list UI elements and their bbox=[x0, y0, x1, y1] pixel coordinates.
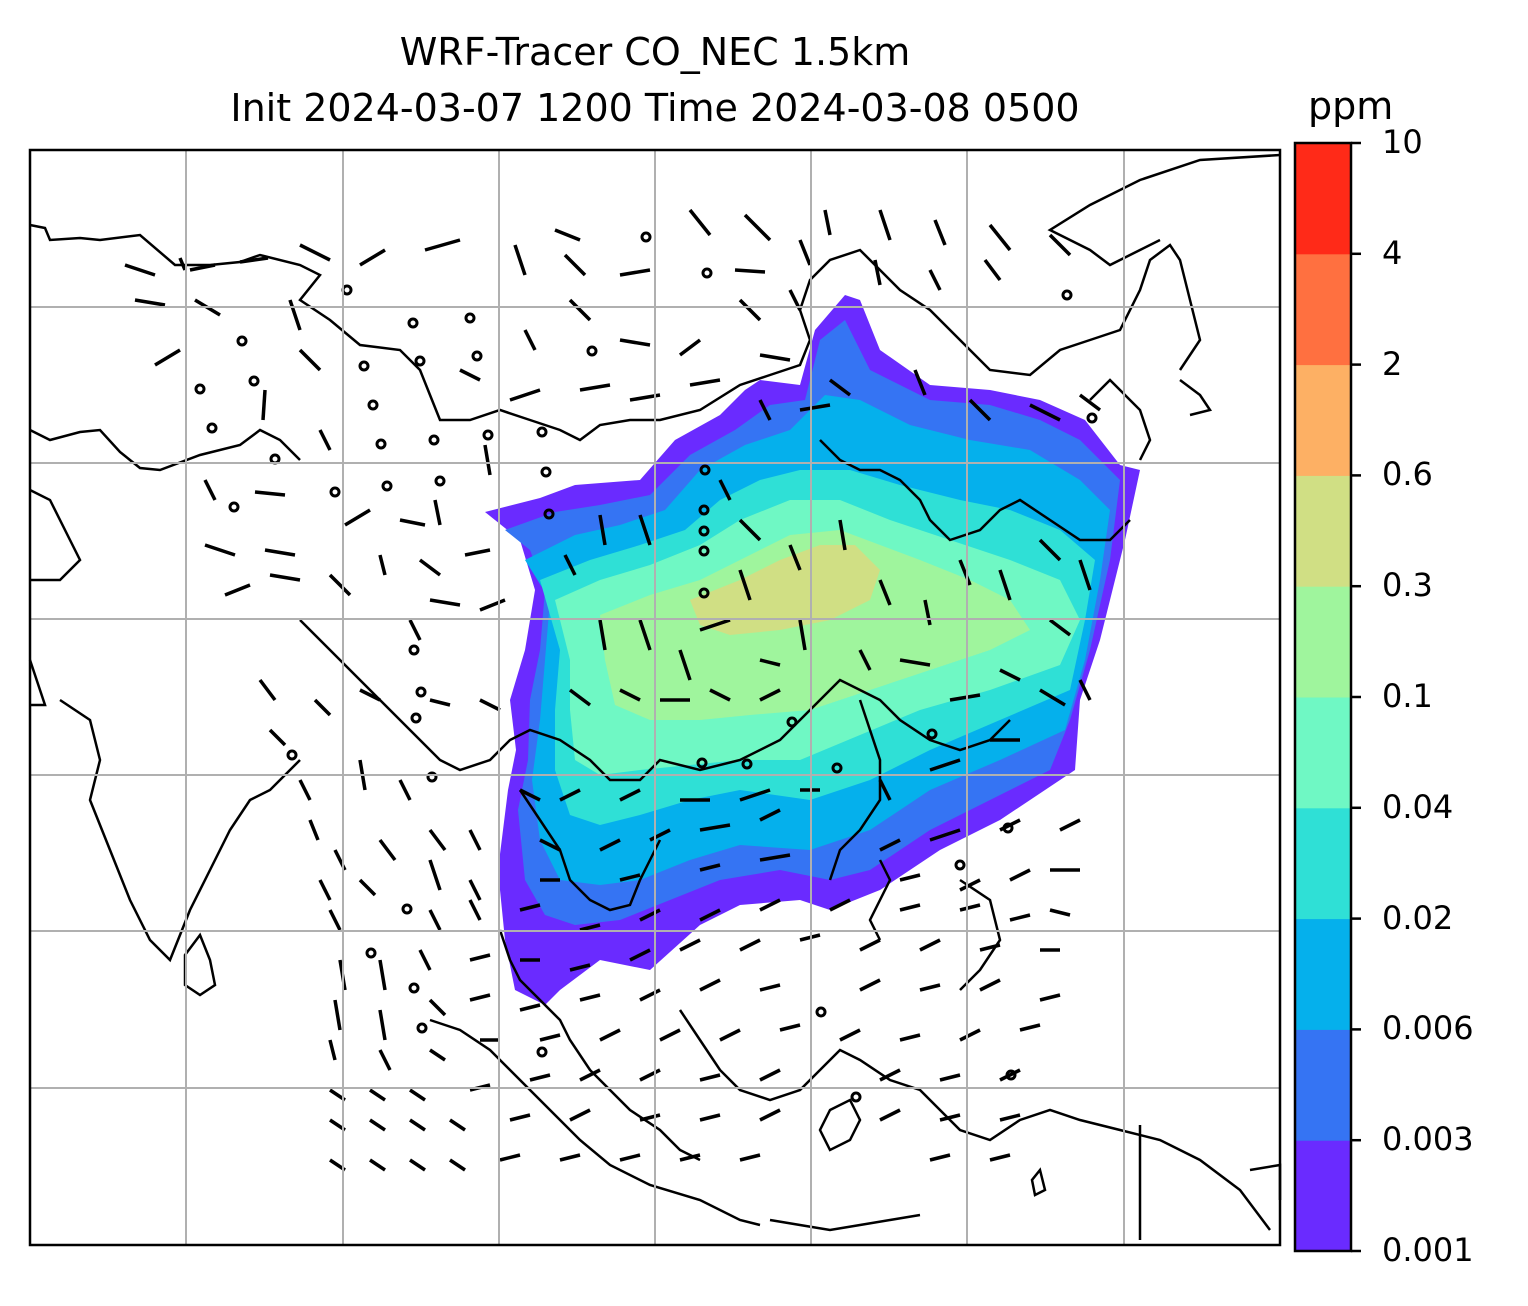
colorbar-band bbox=[1295, 807, 1351, 920]
colorbar-band bbox=[1295, 143, 1351, 255]
colorbar-band bbox=[1295, 697, 1351, 809]
colorbar-tick-label: 10 bbox=[1382, 123, 1423, 161]
colorbar-tick-label: 0.003 bbox=[1382, 1120, 1474, 1159]
colorbar-tick-label: 0.04 bbox=[1382, 787, 1454, 826]
wind-barbs bbox=[124, 208, 1102, 1172]
map-frame bbox=[28, 148, 1282, 1247]
gridlines bbox=[30, 150, 1280, 1245]
coastlines bbox=[28, 153, 1282, 1240]
map-title: WRF-Tracer CO_NEC 1.5km bbox=[399, 30, 911, 74]
colorbar-band bbox=[1295, 253, 1351, 366]
colorbar-band bbox=[1295, 1140, 1351, 1252]
colorbar-tick-label: 0.02 bbox=[1382, 898, 1454, 937]
colorbar-tick-label: 0.1 bbox=[1382, 677, 1433, 715]
colorbar-tick-label: 2 bbox=[1382, 344, 1403, 383]
colorbar-band bbox=[1295, 475, 1351, 587]
colorbar-band bbox=[1295, 586, 1351, 698]
colorbar-tick-label: 0.001 bbox=[1382, 1231, 1474, 1269]
colorbar-band bbox=[1295, 364, 1351, 476]
colorbar-band bbox=[1295, 1029, 1351, 1141]
colorbar-tick-label: 0.006 bbox=[1382, 1009, 1474, 1048]
colorbar-tick-label: 0.6 bbox=[1382, 455, 1433, 494]
colorbar-unit: ppm bbox=[1308, 84, 1394, 128]
colorbar-ticks bbox=[1351, 141, 1361, 1253]
colorbar-tick-label: 0.3 bbox=[1382, 566, 1433, 605]
colorbar-band bbox=[1295, 918, 1351, 1030]
map-subtitle: Init 2024-03-07 1200 Time 2024-03-08 050… bbox=[230, 86, 1080, 130]
tracer-concentration-field bbox=[485, 295, 1140, 1005]
calm-wind-markers bbox=[194, 231, 1098, 1103]
colorbar bbox=[1295, 143, 1351, 1252]
colorbar-tick-label: 4 bbox=[1382, 233, 1403, 272]
